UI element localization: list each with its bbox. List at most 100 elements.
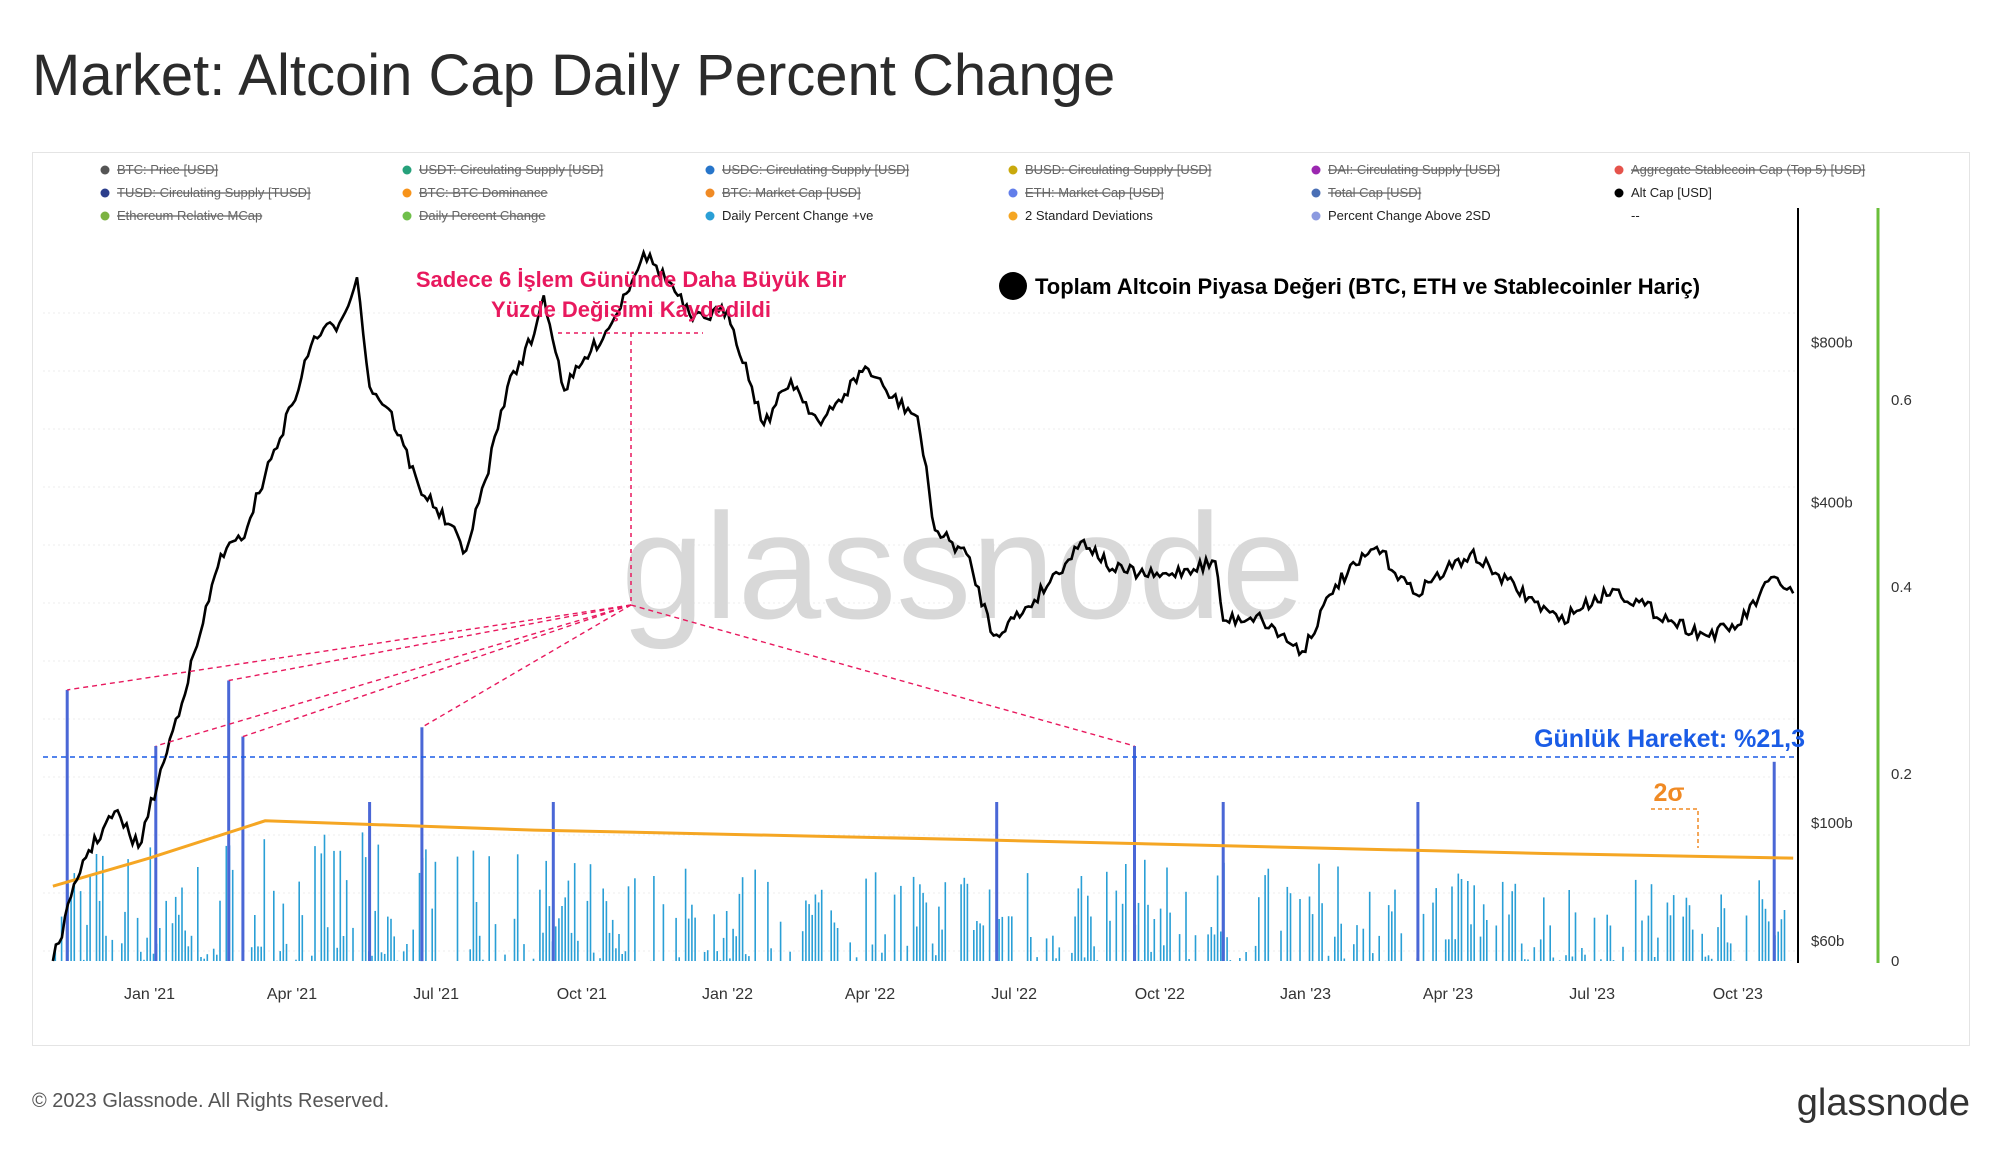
daily-change-bar: [254, 915, 256, 961]
daily-change-bar: [1571, 956, 1574, 961]
legend-item: BUSD: Circulating Supply [USD]: [1025, 162, 1211, 177]
daily-change-bar: [1457, 873, 1460, 961]
daily-change-bar: [577, 940, 579, 961]
right-axis-tick-label: 0.4: [1891, 579, 1912, 596]
daily-change-bar: [200, 957, 202, 961]
daily-change-bar: [1501, 881, 1504, 961]
daily-change-bar: [336, 947, 338, 961]
daily-change-bar: [767, 881, 769, 961]
daily-change-bar: [361, 832, 364, 961]
daily-change-bar: [1581, 948, 1583, 961]
above-2sd-spike: [65, 689, 69, 961]
annotation-ray: [155, 604, 632, 747]
daily-change-bar: [165, 900, 167, 961]
daily-change-bar: [567, 880, 570, 961]
daily-change-bar: [1761, 899, 1764, 961]
daily-change-bar: [111, 939, 114, 961]
daily-change-bar: [1188, 959, 1190, 961]
daily-change-bar: [941, 929, 943, 961]
daily-change-bar: [615, 948, 617, 961]
daily-change-bar: [418, 872, 421, 961]
daily-change-bar: [1080, 876, 1083, 961]
daily-change-bar: [364, 857, 367, 961]
daily-change-bar: [1356, 925, 1358, 961]
daily-change-bar: [1220, 931, 1222, 961]
daily-change-bar: [1533, 947, 1536, 961]
x-axis-tick-label: Oct '22: [1135, 986, 1185, 1003]
daily-change-bar: [295, 959, 297, 961]
daily-change-bar: [925, 902, 928, 961]
legend-item: Daily Percent Change +ve: [722, 208, 873, 223]
daily-change-bar: [770, 948, 772, 961]
daily-change-bar: [1435, 888, 1437, 961]
daily-change-bar: [504, 954, 506, 961]
daily-change-bar: [1093, 946, 1095, 961]
series-dot-icon: [999, 272, 1027, 300]
daily-change-bar: [1758, 880, 1760, 961]
daily-change-bar: [1726, 942, 1729, 961]
above-2sd-spike: [995, 802, 999, 961]
daily-change-bar: [212, 948, 215, 961]
daily-change-bar: [1720, 894, 1722, 961]
daily-change-bar: [722, 937, 725, 961]
legend-swatch-icon: [1614, 188, 1624, 198]
watermark: glassnode: [621, 482, 1305, 650]
legend-swatch-icon: [1008, 165, 1018, 175]
legend-item: Alt Cap [USD]: [1631, 185, 1712, 200]
daily-change-bar: [988, 889, 991, 961]
daily-change-bar: [1622, 946, 1624, 961]
daily-change-bar: [1318, 863, 1320, 961]
daily-change-bar: [1688, 905, 1691, 961]
x-axis-tick-label: Jan '23: [1280, 986, 1331, 1003]
daily-change-bar: [678, 957, 680, 961]
daily-change-bar: [380, 952, 383, 961]
daily-change-bar: [174, 896, 177, 961]
daily-change-bar: [263, 839, 266, 961]
daily-change-bar: [1470, 924, 1472, 961]
daily-change-bar: [1071, 952, 1073, 961]
daily-change-bar: [1691, 929, 1694, 961]
daily-change-bar: [748, 956, 750, 961]
daily-change-bar: [352, 927, 354, 961]
daily-change-bar: [1030, 937, 1032, 961]
left-axis-tick-label: $400b: [1811, 495, 1853, 512]
daily-change-bar: [1549, 925, 1551, 961]
left-axis-tick-label: $60b: [1811, 933, 1844, 950]
legend-swatch-icon: [100, 188, 110, 198]
daily-change-bar: [900, 885, 902, 961]
daily-change-bar: [1026, 873, 1029, 961]
legend-item: USDC: Circulating Supply [USD]: [722, 162, 909, 177]
daily-change-bar: [1216, 875, 1219, 961]
daily-change-bar: [789, 951, 791, 961]
daily-change-bar: [741, 877, 744, 961]
legend-item: Total Cap [USD]: [1328, 185, 1421, 200]
daily-change-bar: [1653, 957, 1656, 961]
daily-change-bar: [570, 932, 573, 961]
daily-change-bar: [1647, 915, 1650, 961]
daily-change-bar: [1207, 934, 1209, 961]
daily-change-bar: [820, 889, 823, 961]
daily-change-bar: [102, 855, 104, 961]
daily-change-bar: [314, 846, 316, 961]
daily-change-bar: [1444, 939, 1447, 961]
daily-change-bar: [1682, 916, 1684, 961]
glassnode-logo: glassnode: [1796, 1082, 1970, 1124]
daily-change-bar: [912, 876, 915, 961]
daily-change-bar: [561, 906, 563, 961]
daily-change-bar: [121, 943, 123, 961]
daily-change-bar: [1495, 925, 1498, 961]
daily-change-bar: [976, 921, 978, 961]
daily-change-bar: [808, 904, 810, 961]
daily-change-bar: [216, 954, 218, 961]
daily-change-bar: [516, 854, 519, 961]
daily-change-bar: [1764, 908, 1767, 961]
daily-change-bar: [735, 936, 737, 961]
daily-change-bar: [406, 944, 408, 961]
daily-change-bar: [377, 844, 380, 961]
daily-change-bar: [1264, 875, 1266, 961]
daily-change-bar: [1289, 893, 1292, 961]
x-axis-tick-label: Jul '23: [1569, 986, 1615, 1003]
daily-change-bar: [573, 863, 576, 961]
daily-change-bar: [1432, 902, 1434, 961]
daily-change-bar: [456, 856, 459, 961]
